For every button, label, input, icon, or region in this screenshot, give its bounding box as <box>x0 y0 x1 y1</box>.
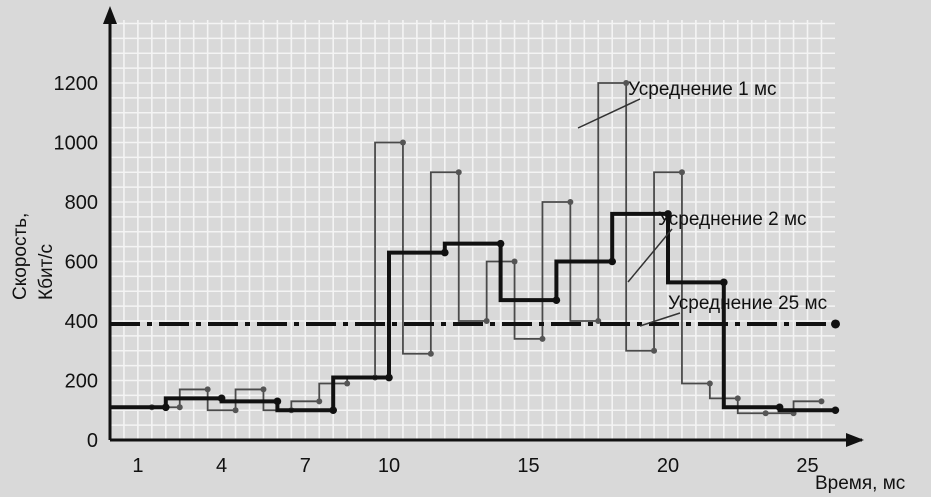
x-tick-label: 15 <box>517 455 539 477</box>
series-2ms-point <box>217 394 226 403</box>
y-tick-label: 200 <box>65 371 98 393</box>
y-tick-label: 0 <box>87 430 98 452</box>
series-1ms-point <box>427 350 434 357</box>
series-1ms-point <box>511 258 518 265</box>
legend-leader-1ms <box>577 98 641 129</box>
series-1ms-point <box>176 404 183 411</box>
legend-leader-25ms <box>639 312 681 327</box>
series-2ms-point <box>496 239 505 248</box>
series-1ms-point <box>651 347 658 354</box>
x-tick-label: 25 <box>796 455 818 477</box>
series-1ms-point <box>260 386 267 393</box>
series-1ms-point <box>706 380 713 387</box>
series-1ms-point <box>567 199 574 205</box>
y-tick-label: 600 <box>65 252 98 274</box>
y-tick-label: 1200 <box>54 73 99 95</box>
series-1ms-point <box>483 318 490 324</box>
x-axis-title: Время, мс <box>815 473 905 494</box>
series-1ms-point <box>734 395 741 402</box>
y-axis-title-line2: Кбит/с <box>36 244 57 300</box>
legend-label-25ms: Усреднение 25 мс <box>668 293 827 314</box>
series-25ms-point <box>831 319 840 329</box>
series-1ms-point <box>762 410 769 417</box>
x-tick-label: 10 <box>378 455 400 477</box>
series-2ms-point <box>385 373 393 382</box>
series-1ms-point <box>204 386 211 393</box>
series-1ms-line <box>123 82 822 415</box>
legend-leader-2ms <box>627 228 673 283</box>
series-1ms-point <box>232 407 239 414</box>
series-2ms-line <box>110 211 836 413</box>
series-1ms-point <box>539 335 546 342</box>
grid <box>109 20 835 440</box>
legend-label-1ms: Усреднение 1 мс <box>628 79 777 100</box>
tick-labels: 1 4 7 10 15 20 25 0 200 400 600 800 1000 1200 <box>54 73 819 477</box>
legend: Усреднение 1 мс Усреднение 2 мс Усреднение… <box>577 79 827 327</box>
series-2ms-point <box>441 248 449 257</box>
series-2ms-point <box>664 210 672 218</box>
x-tick-label: 7 <box>300 455 311 477</box>
series-2ms-point <box>162 403 170 412</box>
y-tick-label: 1000 <box>54 133 99 155</box>
series-1ms-point <box>818 398 825 405</box>
y-tick-label: 800 <box>65 192 98 214</box>
x-axis-arrow-icon <box>846 433 864 447</box>
series-2ms-point <box>831 406 840 415</box>
series-2ms-point <box>552 296 561 304</box>
series-1ms-point <box>595 318 602 324</box>
y-axis-title-line1: Скорость, <box>10 213 31 300</box>
y-axis-arrow-icon <box>103 6 117 24</box>
axes <box>103 6 864 447</box>
series-1ms-point <box>399 139 406 146</box>
series-2ms-point <box>608 257 616 266</box>
x-tick-label: 1 <box>132 455 143 477</box>
series-2ms-point <box>329 406 338 415</box>
x-tick-label: 4 <box>216 455 227 477</box>
series-1ms-point <box>623 80 630 86</box>
y-tick-label: 400 <box>65 311 98 333</box>
series-1ms-point <box>344 380 351 387</box>
legend-label-2ms: Усреднение 2 мс <box>658 209 807 230</box>
x-tick-label: 20 <box>657 455 679 477</box>
series-1ms-point <box>455 169 462 176</box>
series-1ms-point <box>678 169 685 176</box>
series-2ms-point <box>273 397 282 406</box>
series-2ms-point <box>775 403 784 412</box>
series-1ms-point <box>316 398 323 405</box>
series-2ms-point <box>720 278 728 287</box>
series-layer <box>110 80 840 417</box>
